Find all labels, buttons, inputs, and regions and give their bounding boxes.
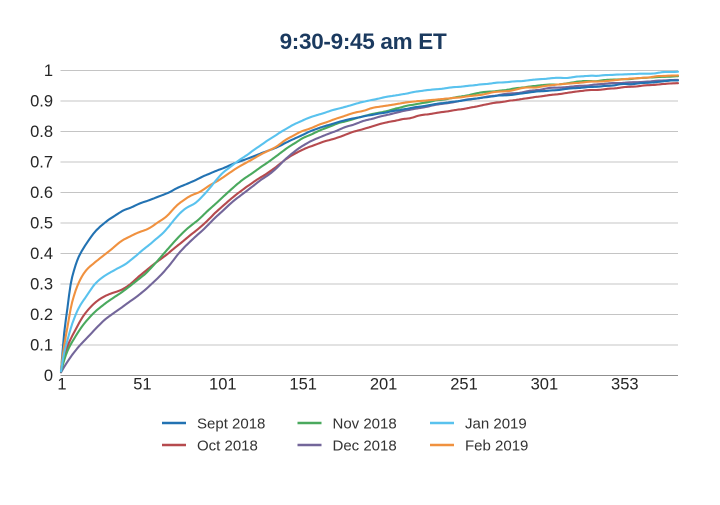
svg-text:0.7: 0.7 <box>30 154 53 172</box>
svg-text:101: 101 <box>209 376 237 394</box>
svg-text:1: 1 <box>57 376 66 394</box>
svg-text:9:30-9:45 am ET: 9:30-9:45 am ET <box>280 29 447 54</box>
svg-text:Nov 2018: Nov 2018 <box>333 416 397 433</box>
svg-text:251: 251 <box>450 376 478 394</box>
svg-text:0.1: 0.1 <box>30 337 53 355</box>
svg-text:0.9: 0.9 <box>30 93 53 111</box>
svg-text:Sept 2018: Sept 2018 <box>197 416 265 433</box>
svg-text:301: 301 <box>531 376 559 394</box>
svg-text:0.8: 0.8 <box>30 123 53 141</box>
svg-text:0.2: 0.2 <box>30 306 53 324</box>
svg-text:Feb 2019: Feb 2019 <box>465 438 528 455</box>
svg-text:0.5: 0.5 <box>30 215 53 233</box>
svg-text:1: 1 <box>44 62 53 80</box>
svg-text:0: 0 <box>44 367 53 385</box>
svg-text:201: 201 <box>370 376 398 394</box>
svg-text:Jan 2019: Jan 2019 <box>465 416 527 433</box>
svg-text:Dec 2018: Dec 2018 <box>333 438 397 455</box>
svg-text:0.6: 0.6 <box>30 184 53 202</box>
svg-text:151: 151 <box>289 376 317 394</box>
svg-text:353: 353 <box>611 376 639 394</box>
svg-text:0.3: 0.3 <box>30 276 53 294</box>
svg-text:Oct 2018: Oct 2018 <box>197 438 258 455</box>
svg-text:51: 51 <box>133 376 151 394</box>
svg-text:0.4: 0.4 <box>30 245 53 263</box>
